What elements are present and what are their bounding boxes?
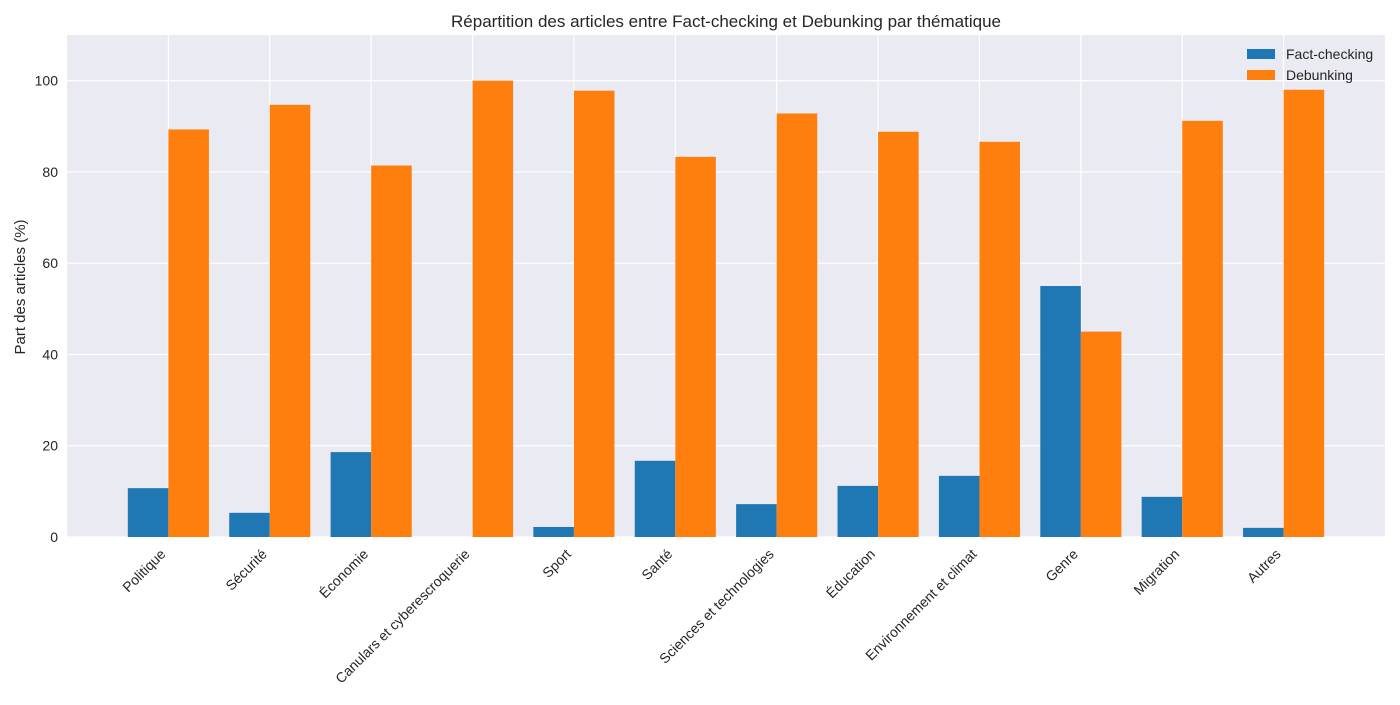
bar-fact-checking [330,452,372,537]
bar-debunking [269,104,311,537]
x-tick-label: Migration [1130,546,1182,598]
y-tick-label: 0 [50,529,58,545]
bars [127,80,1325,538]
bar-fact-checking [1141,496,1183,537]
y-tick-label: 80 [42,164,58,180]
y-tick-label: 20 [42,438,58,454]
chart-title: Répartition des articles entre Fact-chec… [451,12,1001,31]
bar-debunking [1080,331,1122,537]
x-tick-label: Genre [1042,546,1081,585]
bar-fact-checking [837,485,879,537]
bar-fact-checking [736,504,777,537]
x-tick-label: Santé [638,546,675,583]
y-axis-ticks: 0 20 40 60 80 100 [35,73,59,545]
x-tick-label: Sport [539,546,574,581]
bar-debunking [168,129,209,537]
bar-debunking [878,131,919,537]
y-tick-label: 40 [42,346,58,362]
y-tick-label: 100 [35,73,59,89]
legend-swatch [1247,70,1275,80]
bar-debunking [371,165,412,537]
legend-swatch [1247,49,1275,59]
bar-fact-checking [1243,527,1284,537]
bar-debunking [979,141,1021,537]
bar-fact-checking [229,512,270,537]
bar-debunking [675,156,716,537]
bar-debunking [1182,120,1223,538]
legend: Fact-checking Debunking [1247,46,1373,83]
bar-debunking [1283,89,1325,537]
x-tick-label: Autres [1244,546,1284,586]
legend-label: Debunking [1286,67,1353,83]
x-tick-label: Éducation [823,546,878,601]
bar-fact-checking [533,526,574,537]
bar-fact-checking [634,460,676,537]
legend-label: Fact-checking [1286,46,1373,62]
y-tick-label: 60 [42,255,58,271]
bar-debunking [472,80,514,538]
bar-fact-checking [938,475,980,537]
bar-debunking [573,90,615,537]
bar-debunking [776,113,818,538]
x-tick-label: Sécurité [222,546,270,594]
x-tick-label: Sciences et technologies [656,546,777,667]
x-tick-label: Politique [119,546,168,595]
bar-fact-checking [127,488,169,537]
bar-fact-checking [1040,286,1081,537]
x-tick-label: Environnement et climat [862,546,980,664]
y-axis-label: Part des articles (%) [12,219,29,354]
x-tick-label: Économie [316,546,371,601]
